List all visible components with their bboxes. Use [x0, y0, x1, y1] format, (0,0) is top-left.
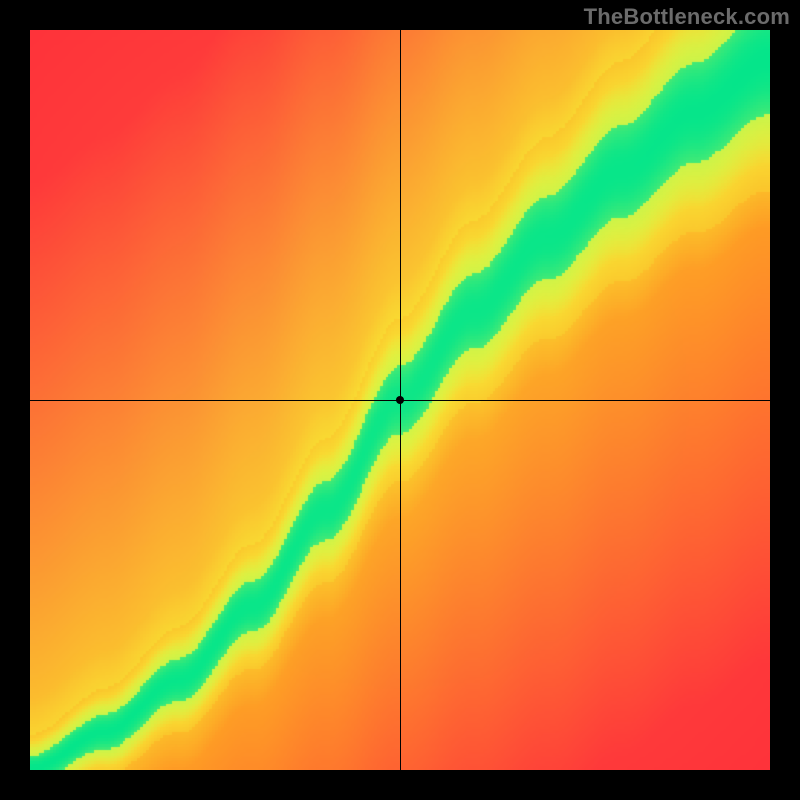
crosshair-marker — [396, 396, 404, 404]
bottleneck-heatmap-chart: TheBottleneck.com — [0, 0, 800, 800]
watermark-label: TheBottleneck.com — [584, 4, 790, 30]
